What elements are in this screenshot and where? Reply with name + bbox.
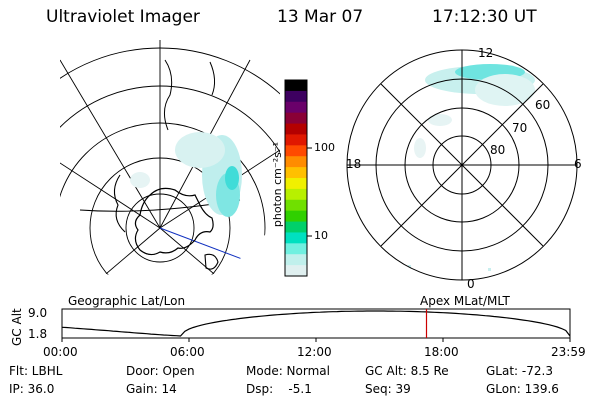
mlat-label-80: 80 <box>490 143 506 157</box>
colorbar-swatch <box>285 178 307 190</box>
gain-status: Gain: 14 <box>126 382 177 396</box>
orbit-xtick-1200: 12:00 <box>297 345 332 359</box>
colorbar-swatch <box>285 123 307 136</box>
instrument-title: Ultraviolet Imager <box>46 7 200 27</box>
colorbar-tick-10: 10 <box>314 229 328 242</box>
polar-plot-label: Apex MLat/MLT <box>420 294 510 308</box>
colorbar-swatch <box>285 188 307 201</box>
orbit-xtick-0000: 00:00 <box>43 345 78 359</box>
polar-mlat-mlt-plot <box>346 49 578 281</box>
colorbar-tick-100: 100 <box>314 141 335 154</box>
orbit-xtick-1800: 18:00 <box>424 345 459 359</box>
geographic-map <box>60 40 280 285</box>
mlt-label-6: 6 <box>574 157 582 171</box>
antarctica-coastline <box>134 187 214 256</box>
colorbar-swatch <box>285 112 307 125</box>
orbit-ytick-1-8: 1.8 <box>28 327 48 341</box>
ip-status: IP: 36.0 <box>9 382 55 396</box>
time-label: 17:12:30 UT <box>432 7 537 27</box>
mlt-label-12: 12 <box>478 46 494 60</box>
glon-status: GLon: 139.6 <box>486 382 559 396</box>
colorbar-swatch <box>285 265 307 277</box>
glat-status: GLat: -72.3 <box>486 364 553 378</box>
colorbar-swatch <box>285 243 307 255</box>
mlat-label-60: 60 <box>535 98 551 112</box>
orbit-ytick-9: 9.0 <box>28 306 48 320</box>
mode-status: Mode: Normal <box>246 364 330 378</box>
mlt-label-18: 18 <box>346 157 362 171</box>
orbit-ylabel: GC Alt <box>10 308 24 346</box>
geo-map-label: Geographic Lat/Lon <box>68 294 186 308</box>
mlat-label-70: 70 <box>512 121 528 135</box>
colorbar-swatch <box>285 134 307 146</box>
colorbar <box>285 80 307 277</box>
filter-status: Flt: LBHL <box>9 364 63 378</box>
colorbar-swatch <box>285 90 307 103</box>
colorbar-swatch <box>285 80 307 92</box>
date-label: 13 Mar 07 <box>277 7 364 27</box>
colorbar-swatch <box>285 167 307 179</box>
dsp-status: Dsp: -5.1 <box>246 382 312 396</box>
gc-alt-status: GC Alt: 8.5 Re <box>365 364 449 378</box>
colorbar-swatch <box>285 101 307 114</box>
mlt-label-0: 0 <box>467 277 475 291</box>
colorbar-swatch <box>285 199 307 212</box>
seq-status: Seq: 39 <box>365 382 411 396</box>
colorbar-swatch <box>285 254 307 266</box>
colorbar-swatch <box>285 145 307 157</box>
orbit-xtick-2359: 23:59 <box>551 345 586 359</box>
colorbar-swatch <box>285 210 307 223</box>
door-status: Door: Open <box>126 364 195 378</box>
colorbar-swatch <box>285 221 307 234</box>
orbit-xtick-0600: 06:00 <box>170 345 205 359</box>
colorbar-swatch <box>285 232 307 244</box>
aurora-emission-polar <box>408 64 535 271</box>
aurora-emission-geo <box>130 132 242 217</box>
orbit-altitude-curve <box>61 310 571 337</box>
colorbar-swatch <box>285 156 307 168</box>
